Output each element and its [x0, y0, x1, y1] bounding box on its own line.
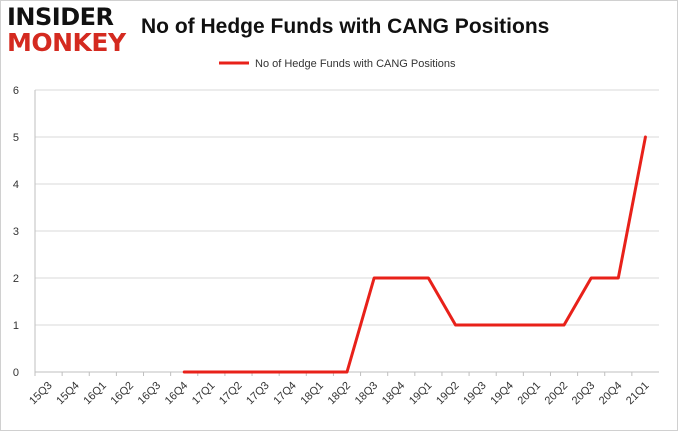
x-tick-label: 17Q3 — [244, 380, 272, 408]
x-tick-label: 18Q1 — [298, 380, 326, 408]
x-tick-label: 20Q1 — [516, 380, 544, 408]
x-tick-label: 16Q2 — [109, 380, 137, 408]
x-tick-label: 17Q2 — [217, 380, 245, 408]
y-tick-label: 5 — [13, 132, 19, 144]
x-tick-label: 21Q1 — [624, 380, 652, 408]
y-tick-label: 2 — [13, 273, 19, 285]
y-tick-label: 3 — [13, 226, 19, 238]
x-tick-label: 19Q1 — [407, 380, 435, 408]
x-tick-label: 16Q4 — [163, 380, 191, 408]
x-tick-label: 17Q4 — [271, 380, 299, 408]
insider-monkey-logo: INSIDER MONKEY — [7, 5, 129, 59]
x-tick-label: 20Q3 — [570, 380, 598, 408]
x-tick-label: 19Q4 — [488, 380, 516, 408]
chart-title: No of Hedge Funds with CANG Positions — [141, 15, 550, 38]
x-tick-label: 16Q1 — [81, 380, 109, 408]
x-tick-label: 15Q4 — [54, 380, 82, 408]
x-tick-label: 18Q4 — [380, 380, 408, 408]
x-tick-label: 16Q3 — [136, 380, 164, 408]
y-tick-label: 4 — [13, 179, 19, 191]
x-tick-label: 15Q3 — [27, 380, 55, 408]
x-tick-label: 18Q2 — [326, 380, 354, 408]
y-tick-label: 0 — [13, 367, 19, 379]
logo-word-insider: INSIDER — [7, 3, 114, 31]
series-line-0 — [182, 135, 647, 374]
logo-word-monkey: MONKEY — [7, 28, 126, 57]
y-tick-label: 1 — [13, 320, 19, 332]
x-tick-label: 19Q2 — [434, 380, 462, 408]
x-tick-label: 20Q2 — [543, 380, 571, 408]
x-tick-label: 18Q3 — [353, 380, 381, 408]
x-tick-label: 20Q4 — [597, 380, 625, 408]
x-tick-label: 19Q3 — [461, 380, 489, 408]
x-tick-label: 17Q1 — [190, 380, 218, 408]
y-tick-label: 6 — [13, 85, 19, 97]
legend-label: No of Hedge Funds with CANG Positions — [255, 58, 456, 70]
